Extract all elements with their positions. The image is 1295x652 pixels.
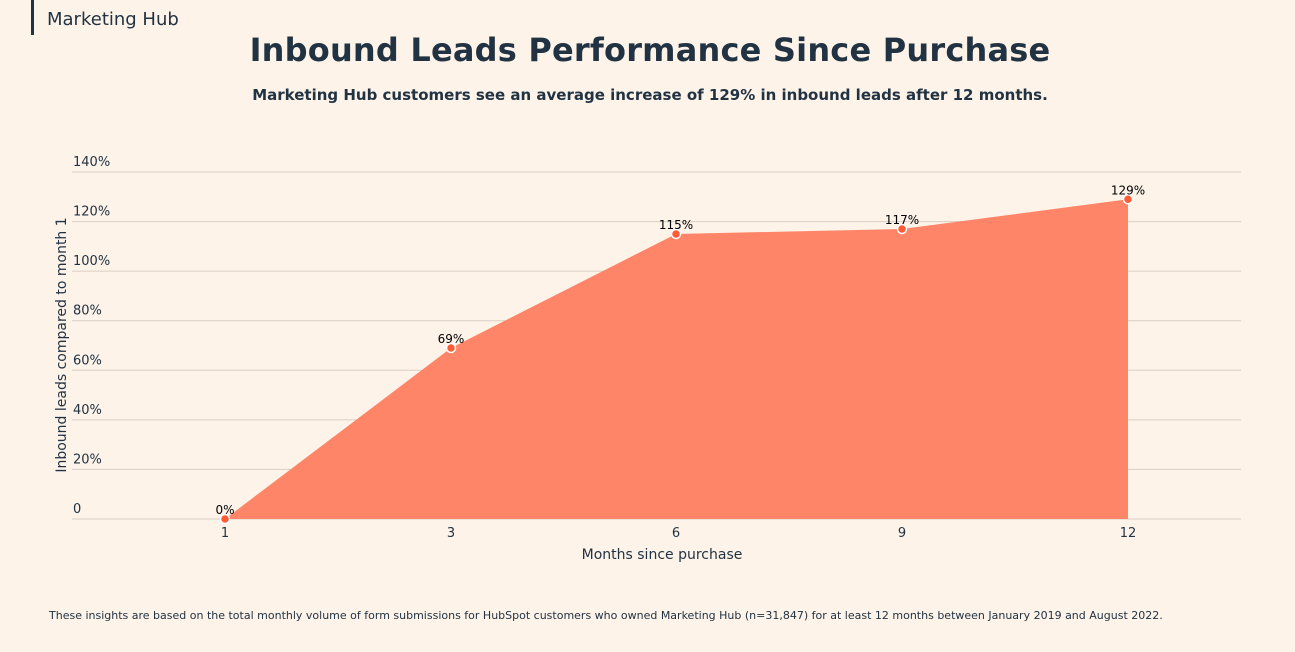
footnote: These insights are based on the total mo… — [49, 609, 1163, 622]
y-axis-label: Inbound leads compared to month 1 — [54, 217, 70, 472]
data-label: 117% — [885, 213, 919, 227]
area-chart: 0 20% 40% 60% 80% 100% 120% 140% 1 3 6 9 12 0% 69% 11… — [54, 155, 1241, 563]
x-axis-label: Months since purchase — [582, 547, 743, 563]
data-point — [896, 223, 908, 235]
y-tick-label: 100% — [73, 254, 110, 269]
y-tick-label: 0 — [73, 502, 81, 517]
data-markers — [219, 194, 1134, 525]
y-tick-label: 40% — [73, 403, 102, 418]
area-fill — [225, 199, 1128, 519]
data-point — [445, 342, 457, 354]
chart-title: Inbound Leads Performance Since Purchase — [249, 31, 1051, 69]
data-point — [1122, 194, 1134, 205]
data-point — [219, 513, 231, 525]
data-label: 69% — [438, 332, 465, 346]
data-label: 0% — [215, 503, 234, 517]
x-tick-label: 9 — [898, 526, 906, 541]
x-axis-ticks: 1 3 6 9 12 — [221, 526, 1136, 541]
y-tick-label: 140% — [73, 155, 110, 170]
data-labels: 0% 69% 115% 117% 129% — [215, 183, 1145, 517]
y-tick-label: 120% — [73, 205, 110, 220]
data-label: 129% — [1111, 183, 1145, 197]
y-axis-ticks: 0 20% 40% 60% 80% 100% 120% 140% — [73, 155, 110, 517]
chart-subtitle: Marketing Hub customers see an average i… — [252, 86, 1048, 104]
y-tick-label: 80% — [73, 304, 102, 319]
x-tick-label: 6 — [672, 526, 680, 541]
data-point — [670, 228, 682, 240]
x-tick-label: 3 — [447, 526, 455, 541]
y-tick-label: 60% — [73, 353, 102, 368]
x-tick-label: 1 — [221, 526, 229, 541]
x-tick-label: 12 — [1120, 526, 1137, 541]
section-tag: Marketing Hub — [31, 0, 179, 35]
area-series — [225, 199, 1128, 519]
data-label: 115% — [659, 218, 693, 232]
y-tick-label: 20% — [73, 452, 102, 467]
